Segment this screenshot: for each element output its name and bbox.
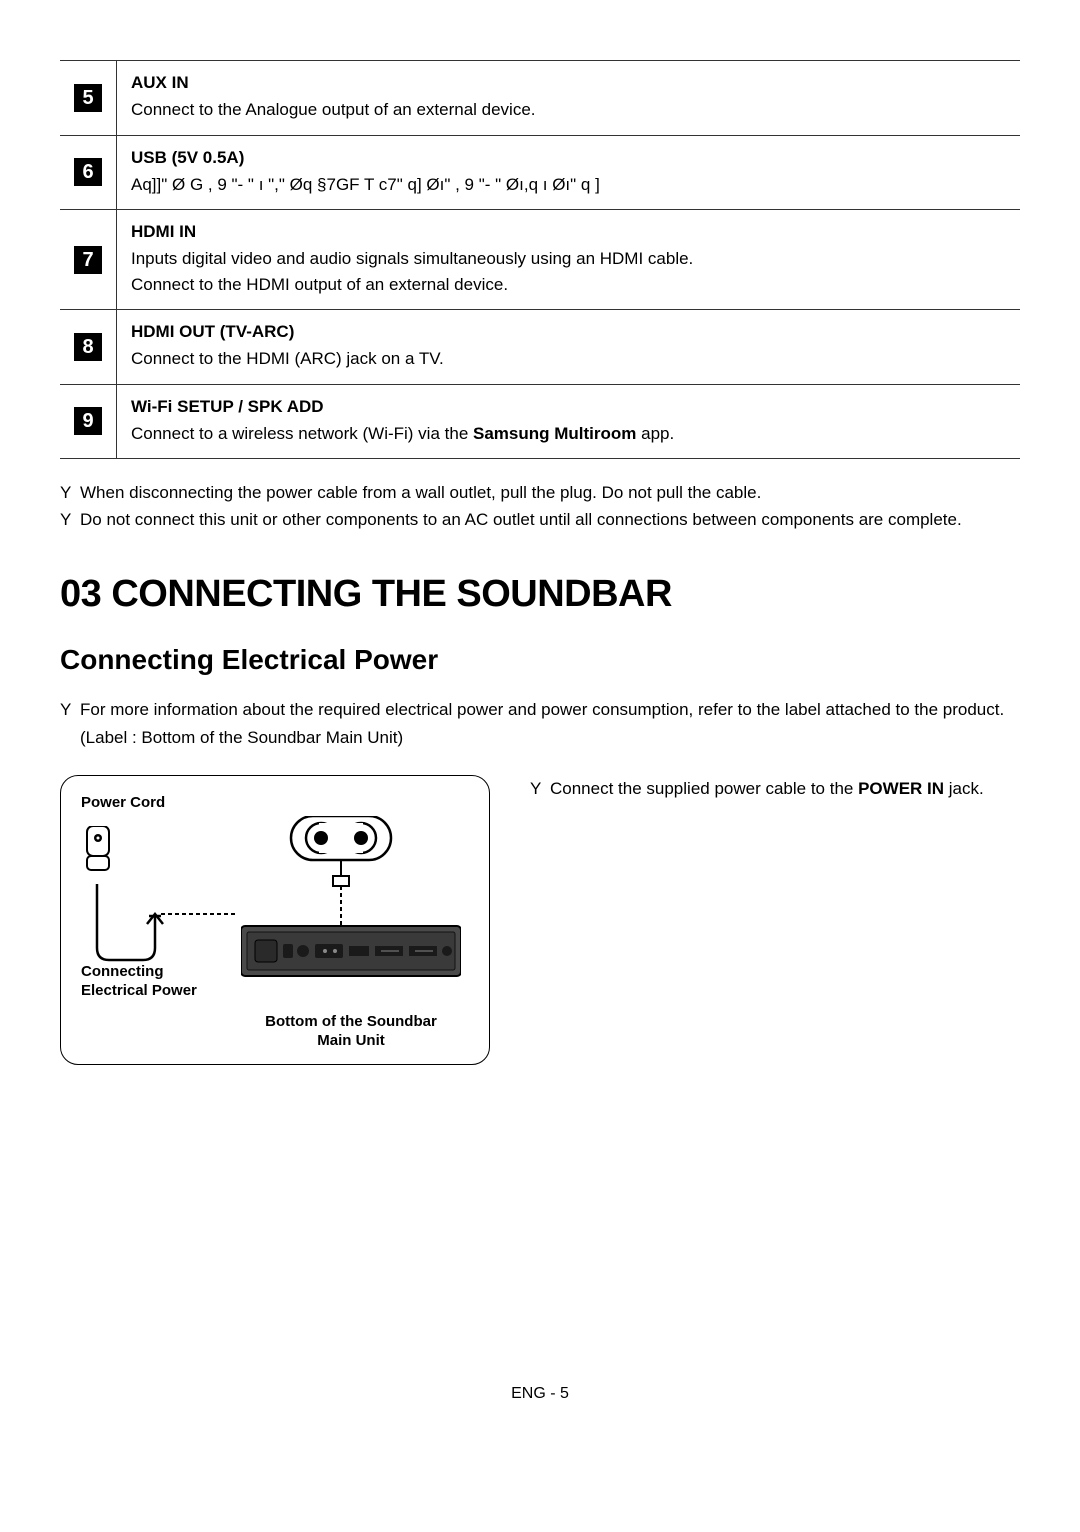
connecting-power-label: Connecting Electrical Power xyxy=(81,962,197,1001)
table-note-item: Do not connect this unit or other compon… xyxy=(60,506,1020,533)
port-title: USB (5V 0.5A) xyxy=(131,148,1006,168)
port-number-badge: 5 xyxy=(74,84,102,112)
bottom-unit-label: Bottom of the Soundbar Main Unit xyxy=(241,1012,461,1051)
port-number-cell: 6 xyxy=(60,135,117,210)
connecting-label-line1: Connecting xyxy=(81,963,164,980)
port-number-cell: 5 xyxy=(60,61,117,136)
port-description-cell: HDMI OUT (TV-ARC) Connect to the HDMI (AR… xyxy=(117,310,1021,385)
table-row: 9 Wi-Fi SETUP / SPK ADD Connect to a wirel… xyxy=(60,384,1020,459)
table-notes-list: When disconnecting the power cable from … xyxy=(60,479,1020,533)
port-table: 5 AUX IN Connect to the Analogue output of… xyxy=(60,60,1020,459)
port-title: HDMI OUT (TV-ARC) xyxy=(131,322,1006,342)
right-note-suffix: jack. xyxy=(944,779,984,798)
soundbar-bottom-icon xyxy=(241,816,461,996)
bottom-label-line2: Main Unit xyxy=(317,1032,385,1049)
port-text-line: Connect to the HDMI (ARC) jack on a TV. xyxy=(131,346,1006,372)
port-title: HDMI IN xyxy=(131,222,1006,242)
table-row: 7 HDMI IN Inputs digital video and audio s… xyxy=(60,210,1020,310)
diagram-row: Power Cord xyxy=(60,775,1020,1065)
page-footer: ENG - 5 xyxy=(60,1385,1020,1403)
port-number-cell: 9 xyxy=(60,384,117,459)
port-text-line: Inputs digital video and audio signals s… xyxy=(131,246,1006,272)
port-description-cell: AUX IN Connect to the Analogue output of … xyxy=(117,61,1021,136)
port-number-cell: 8 xyxy=(60,310,117,385)
table-row: 8 HDMI OUT (TV-ARC) Connect to the HDMI (A… xyxy=(60,310,1020,385)
section-subheading: Connecting Electrical Power xyxy=(60,644,1020,676)
port-title: Wi-Fi SETUP / SPK ADD xyxy=(131,397,1006,417)
table-row: 5 AUX IN Connect to the Analogue output of… xyxy=(60,61,1020,136)
connecting-label-line2: Electrical Power xyxy=(81,982,197,999)
right-note: Connect the supplied power cable to the … xyxy=(530,775,1020,802)
right-note-item: Connect the supplied power cable to the … xyxy=(530,775,1020,802)
port-text-line: Connect to the HDMI output of an externa… xyxy=(131,272,1006,298)
port-text-line: Aq]]" Ø G , 9 "- " ı "," Øq §7GF T c7" q… xyxy=(131,172,1006,198)
port-number-badge: 9 xyxy=(74,407,102,435)
port-text-line: Connect to a wireless network (Wi-Fi) vi… xyxy=(131,421,1006,447)
port-number-badge: 8 xyxy=(74,333,102,361)
table-row: 6 USB (5V 0.5A) Aq]]" Ø G , 9 "- " ı "," Ø… xyxy=(60,135,1020,210)
port-description-cell: HDMI IN Inputs digital video and audio si… xyxy=(117,210,1021,310)
right-note-bold: POWER IN xyxy=(858,779,944,798)
power-info-list: For more information about the required … xyxy=(60,696,1020,750)
port-title: AUX IN xyxy=(131,73,1006,93)
power-cord-label: Power Cord xyxy=(81,794,165,811)
table-note-item: When disconnecting the power cable from … xyxy=(60,479,1020,506)
power-info-item: For more information about the required … xyxy=(60,696,1020,750)
port-text-line: Connect to the Analogue output of an ext… xyxy=(131,97,1006,123)
bottom-label-line1: Bottom of the Soundbar xyxy=(265,1013,437,1030)
port-number-cell: 7 xyxy=(60,210,117,310)
right-note-list: Connect the supplied power cable to the … xyxy=(530,775,1020,802)
port-number-badge: 7 xyxy=(74,246,102,274)
port-description-cell: Wi-Fi SETUP / SPK ADD Connect to a wirele… xyxy=(117,384,1021,459)
right-note-prefix: Connect the supplied power cable to the xyxy=(550,779,858,798)
port-description-cell: USB (5V 0.5A) Aq]]" Ø G , 9 "- " ı "," Øq… xyxy=(117,135,1021,210)
section-heading: 03 CONNECTING THE SOUNDBAR xyxy=(60,573,1020,616)
port-number-badge: 6 xyxy=(74,158,102,186)
power-diagram: Power Cord xyxy=(60,775,490,1065)
